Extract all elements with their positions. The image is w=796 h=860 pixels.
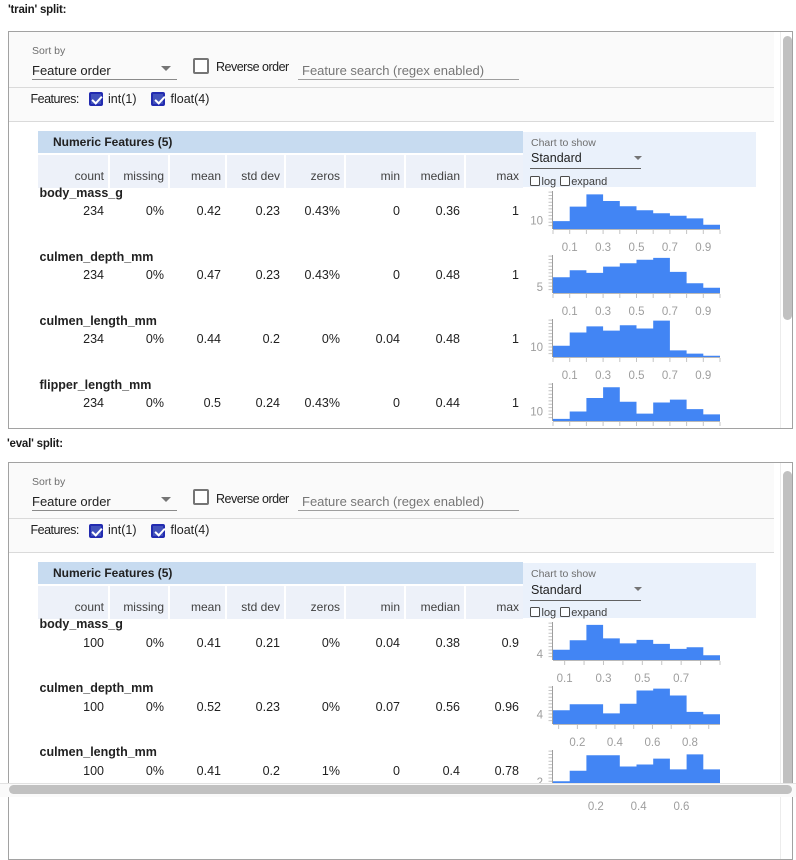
svg-text:0.9: 0.9	[695, 242, 711, 254]
svg-text:0.7: 0.7	[662, 306, 678, 318]
svg-text:0.3: 0.3	[595, 370, 611, 382]
svg-text:0.7: 0.7	[673, 673, 689, 685]
svg-text:0.9: 0.9	[695, 370, 711, 382]
svg-text:0.5: 0.5	[629, 306, 645, 318]
svg-text:10: 10	[530, 215, 543, 227]
svg-text:0.8: 0.8	[682, 737, 698, 749]
svg-text:0.5: 0.5	[629, 370, 645, 382]
svg-text:4: 4	[537, 710, 544, 722]
svg-text:0.1: 0.1	[562, 370, 578, 382]
svg-text:10: 10	[530, 342, 543, 354]
svg-text:10: 10	[530, 406, 543, 418]
svg-text:0.2: 0.2	[569, 737, 585, 749]
svg-text:0.3: 0.3	[595, 673, 611, 685]
svg-text:4: 4	[537, 649, 544, 661]
svg-text:0.1: 0.1	[562, 242, 578, 254]
svg-text:0.5: 0.5	[629, 242, 645, 254]
svg-text:0.3: 0.3	[595, 306, 611, 318]
svg-text:0.1: 0.1	[562, 306, 578, 318]
svg-text:0.7: 0.7	[662, 242, 678, 254]
svg-text:0.7: 0.7	[662, 370, 678, 382]
svg-text:0.3: 0.3	[595, 242, 611, 254]
svg-text:0.9: 0.9	[695, 306, 711, 318]
svg-text:0.6: 0.6	[673, 801, 689, 813]
svg-text:5: 5	[537, 282, 543, 294]
svg-text:0.4: 0.4	[607, 737, 624, 749]
svg-text:0.5: 0.5	[634, 673, 650, 685]
svg-text:0.4: 0.4	[631, 801, 648, 813]
svg-text:0.2: 0.2	[588, 801, 604, 813]
svg-text:0.6: 0.6	[644, 737, 660, 749]
svg-text:0.1: 0.1	[557, 673, 573, 685]
